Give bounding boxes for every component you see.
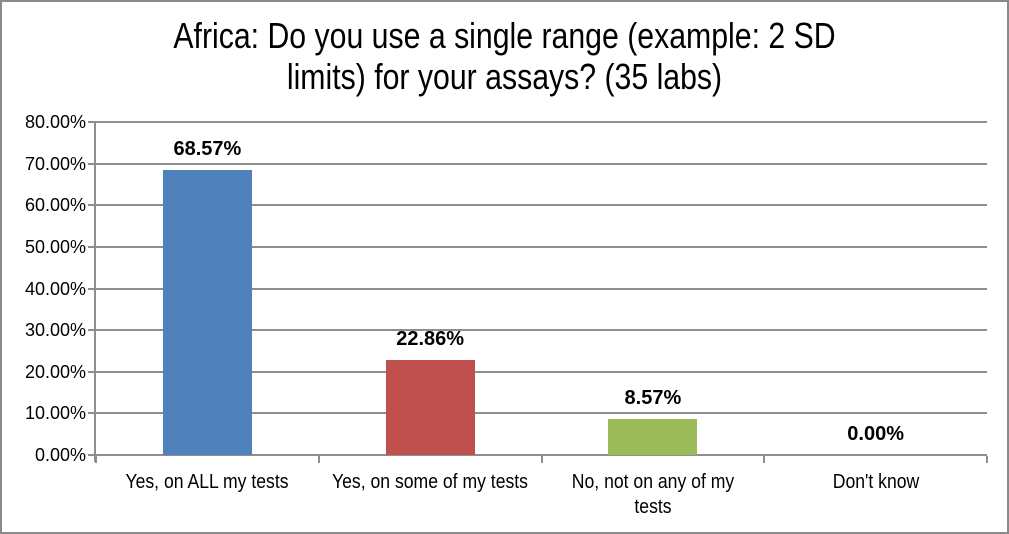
category-label-line: Don't know: [832, 471, 919, 493]
chart-bar: [162, 169, 252, 455]
gridline-0.00%: [96, 454, 987, 456]
gridline-20.00%: [96, 370, 987, 373]
gridline-10.00%: [96, 412, 987, 415]
chart-title-line-2: limits) for your assays? (35 labs): [286, 56, 723, 97]
x-axis-tick: [986, 456, 988, 463]
x-axis-tick: [317, 456, 320, 463]
chart-title: Africa: Do you use a single range (examp…: [82, 15, 926, 97]
y-axis-line: [94, 122, 96, 462]
y-tick-label: 70.00%: [24, 153, 86, 174]
x-axis-tick: [95, 456, 97, 463]
y-axis-tick: [88, 329, 96, 332]
x-axis-tick: [763, 456, 766, 463]
y-axis-tick: [88, 287, 96, 290]
chart-bar: [385, 359, 475, 455]
category-label: No, not on any of my tests: [538, 470, 767, 520]
bar-value-label: 8.57%: [624, 387, 682, 410]
y-axis-tick: [88, 370, 96, 373]
y-axis-tick: [88, 245, 96, 248]
y-axis-tick: [88, 204, 96, 207]
category-label: Yes, on some of my tests: [316, 470, 545, 495]
y-tick-label: 60.00%: [24, 195, 86, 216]
chart-title-line-1: Africa: Do you use a single range (examp…: [173, 15, 836, 56]
y-axis-tick: [88, 412, 96, 415]
category-label: Yes, on ALL my tests: [93, 470, 322, 495]
y-axis-tick: [88, 454, 96, 456]
bar-value-label: 0.00%: [847, 423, 904, 445]
bar-value-label: 68.57%: [173, 137, 242, 160]
y-tick-label: 30.00%: [24, 320, 86, 341]
gridline-60.00%: [96, 204, 987, 207]
y-axis-tick: [88, 121, 96, 123]
gridline-80.00%: [96, 121, 987, 123]
y-tick-label: 10.00%: [24, 403, 86, 424]
gridline-30.00%: [96, 329, 987, 332]
y-tick-label: 0.00%: [34, 445, 86, 465]
y-tick-label: 80.00%: [24, 112, 86, 132]
y-axis-tick: [88, 162, 96, 165]
y-tick-label: 50.00%: [24, 236, 86, 257]
bar-value-label: 22.86%: [396, 327, 465, 350]
gridline-70.00%: [96, 162, 987, 165]
category-label-line: Yes, on some of my tests: [332, 471, 529, 493]
gridline-50.00%: [96, 245, 987, 248]
x-axis-tick: [540, 456, 543, 463]
y-tick-label: 40.00%: [24, 278, 86, 299]
gridline-40.00%: [96, 287, 987, 290]
category-label-line: tests: [634, 496, 672, 518]
category-label-line: No, not on any of my: [571, 471, 735, 493]
chart-bar: [608, 419, 698, 455]
y-tick-label: 20.00%: [24, 361, 86, 382]
category-label: Don't know: [761, 470, 990, 495]
category-label-line: Yes, on ALL my tests: [125, 471, 289, 493]
